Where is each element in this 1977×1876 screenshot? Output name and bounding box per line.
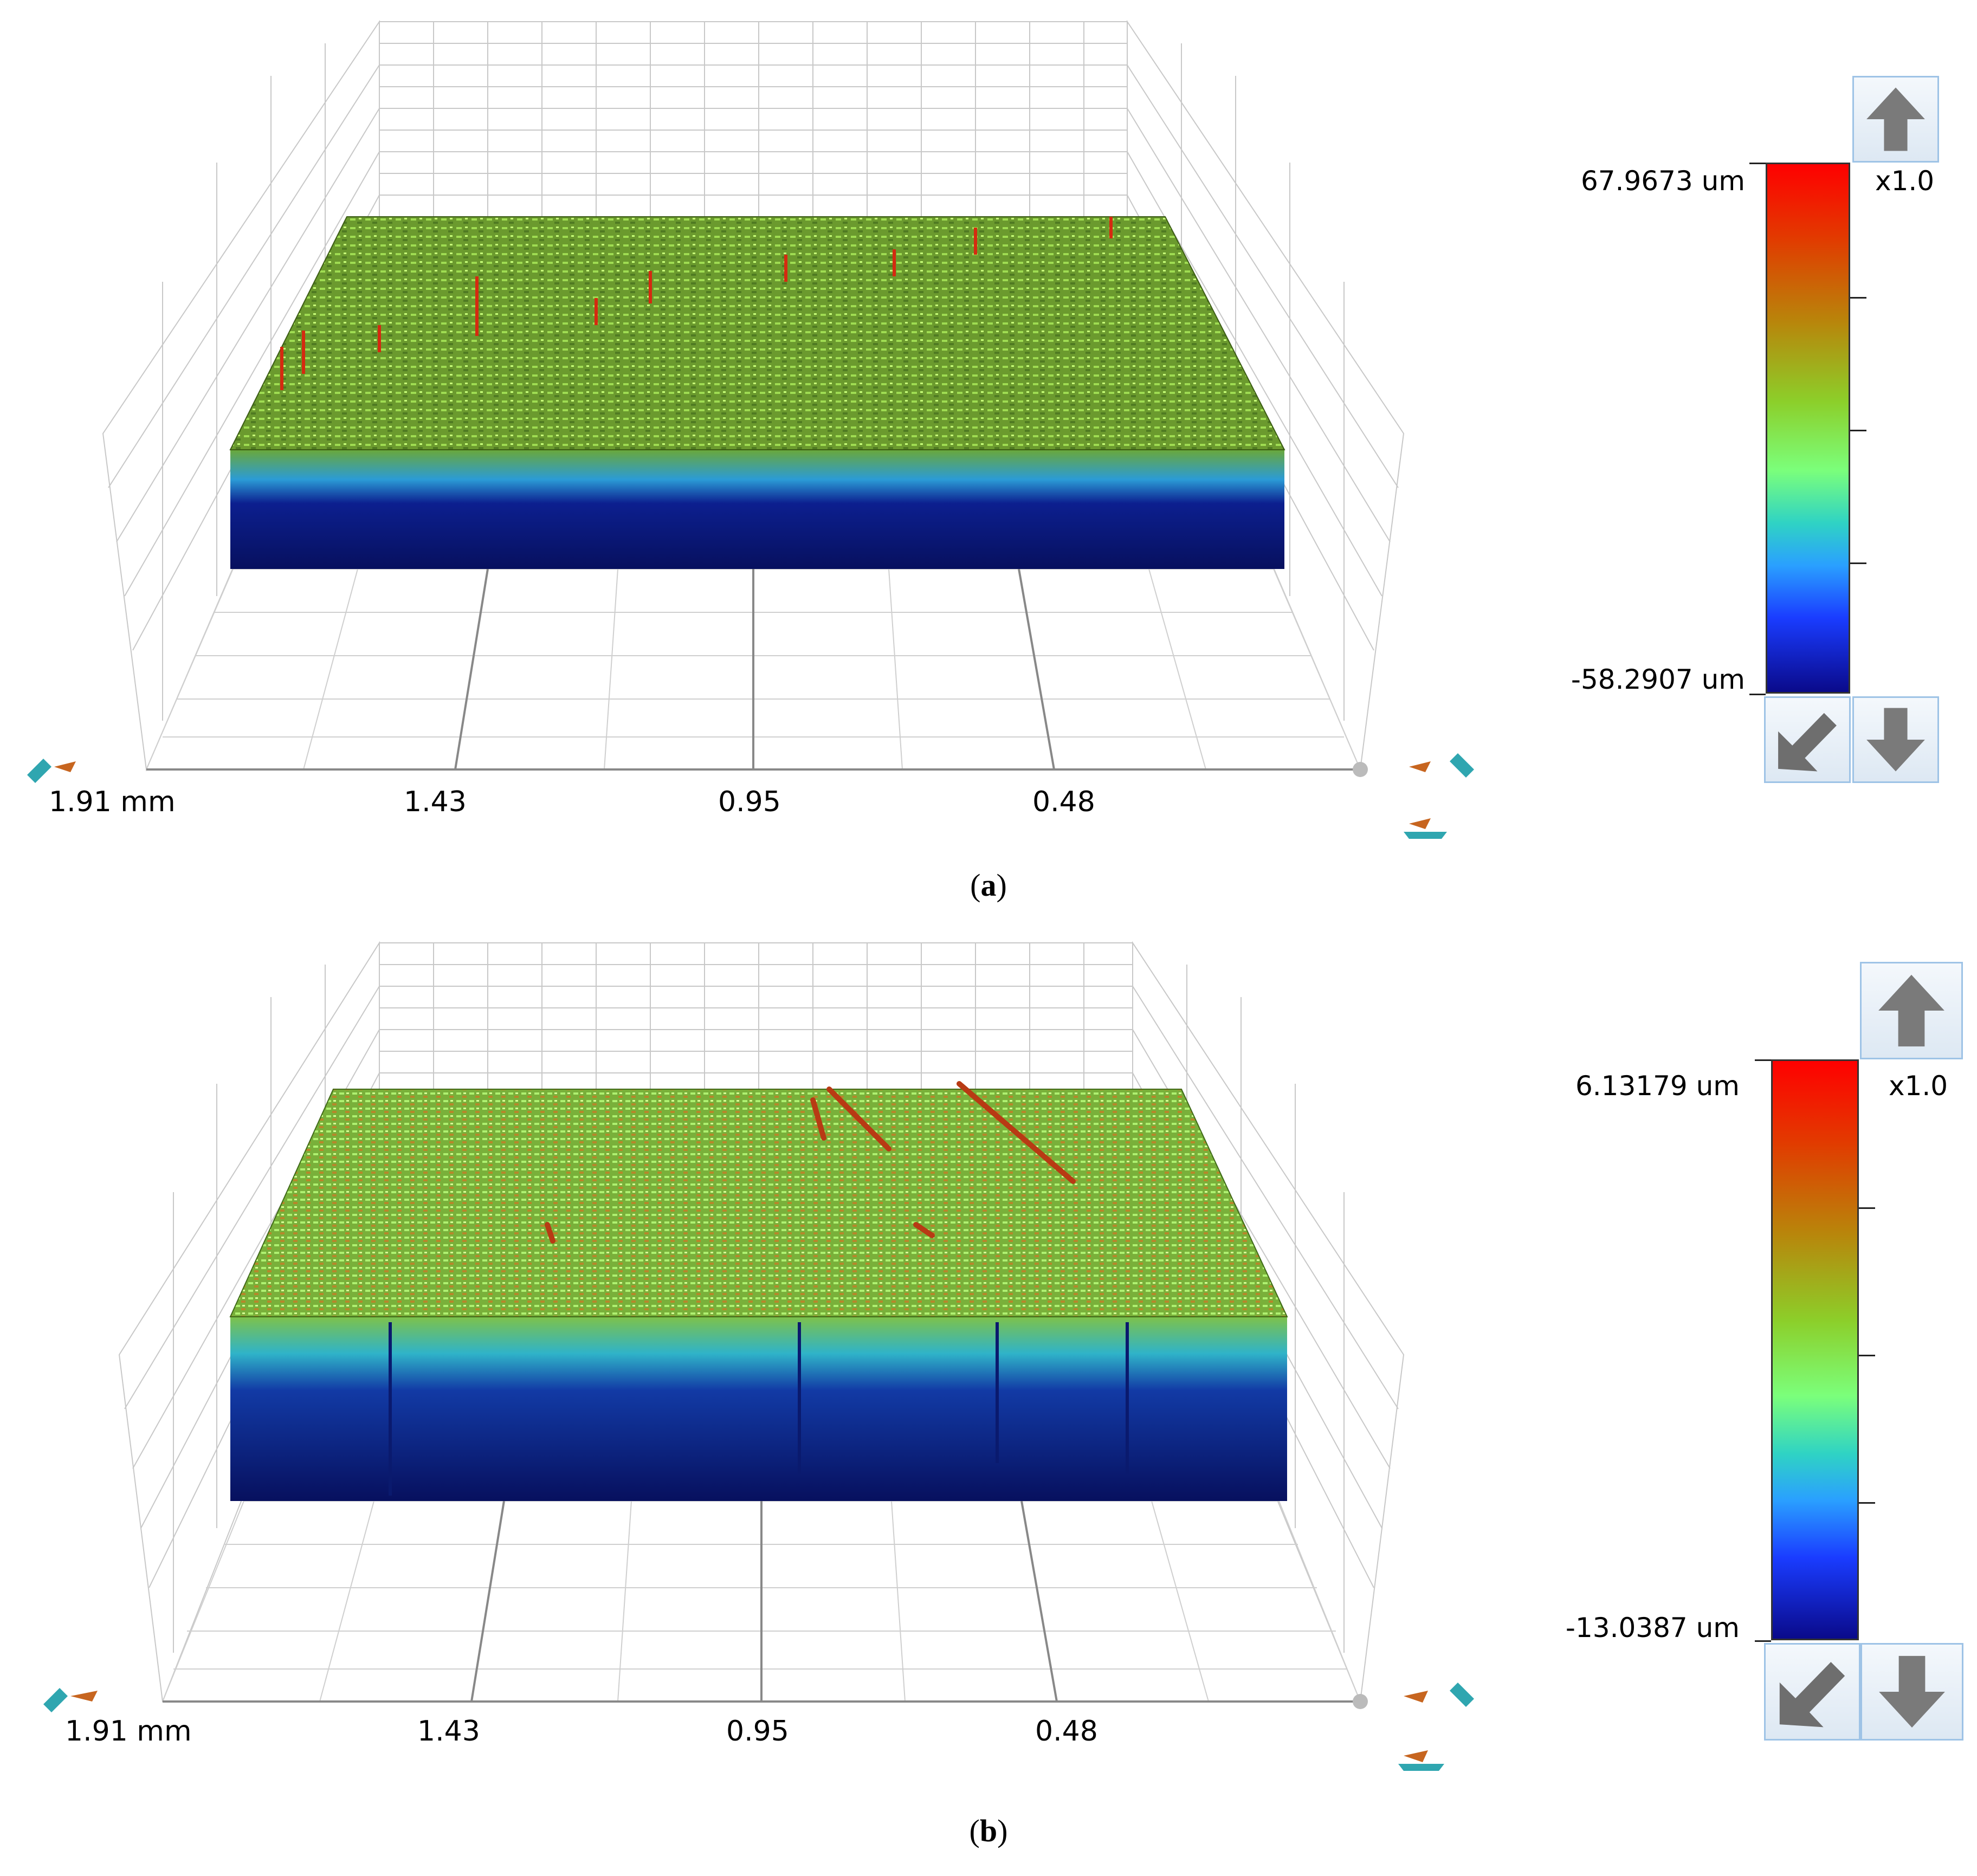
surface-block bbox=[229, 1081, 1288, 1501]
scale-min-label: -13.0387 um bbox=[1565, 1612, 1740, 1644]
x-axis-tick-3: 0.95 bbox=[718, 786, 781, 818]
scale-tick bbox=[1850, 430, 1866, 431]
scale-max-label: 6.13179 um bbox=[1575, 1070, 1740, 1102]
scale-tick bbox=[1859, 1355, 1875, 1356]
color-scale-bar bbox=[1766, 163, 1850, 694]
scale-up-button[interactable] bbox=[1860, 962, 1963, 1059]
surface-grooves bbox=[389, 1322, 1129, 1496]
scale-tick bbox=[1755, 1640, 1771, 1642]
scale-max-label: 67.9673 um bbox=[1580, 165, 1745, 197]
surface-peaks bbox=[280, 217, 1113, 390]
rotate-view-icon[interactable] bbox=[1393, 1669, 1496, 1772]
scale-down-button[interactable] bbox=[1860, 1643, 1963, 1741]
arrow-down-left-icon bbox=[1778, 713, 1837, 772]
caption-letter: b bbox=[979, 1813, 998, 1848]
x-axis-tick-4: 0.48 bbox=[1035, 1715, 1098, 1748]
x-axis-tick-1: 1.91 mm bbox=[65, 1715, 192, 1748]
scale-tick bbox=[1749, 163, 1766, 164]
x-axis-tick-2: 1.43 bbox=[417, 1715, 480, 1748]
axis-origin-handle[interactable] bbox=[1353, 1694, 1368, 1709]
caption-a: (a) bbox=[970, 868, 1007, 903]
scale-up-button[interactable] bbox=[1852, 76, 1939, 163]
rotate-view-icon[interactable] bbox=[38, 1669, 130, 1723]
floor-axis bbox=[146, 568, 1360, 771]
surface-peaks bbox=[545, 1081, 1076, 1244]
caption-letter: a bbox=[980, 868, 997, 903]
scale-tick bbox=[1859, 1207, 1875, 1209]
surface-block bbox=[229, 216, 1285, 569]
arrow-down-icon bbox=[1866, 708, 1925, 772]
surface-panel-a: 1.91 mm 1.43 0.95 0.48 67.9673 um -58.29… bbox=[0, 0, 1977, 867]
scale-reset-button[interactable] bbox=[1764, 696, 1851, 783]
scale-tick bbox=[1859, 1502, 1875, 1504]
scale-down-button[interactable] bbox=[1852, 696, 1939, 783]
surface-3d-view[interactable] bbox=[0, 0, 1517, 867]
caption-b: (b) bbox=[969, 1813, 1008, 1848]
rotate-view-icon[interactable] bbox=[1398, 742, 1496, 840]
rotate-view-icon[interactable] bbox=[22, 742, 108, 797]
x-axis-tick-3: 0.95 bbox=[726, 1715, 789, 1748]
scale-tick bbox=[1749, 694, 1766, 695]
scale-tick bbox=[1850, 562, 1866, 564]
arrow-down-left-icon bbox=[1779, 1661, 1845, 1728]
x-axis-tick-1: 1.91 mm bbox=[49, 786, 176, 818]
color-scale-bar bbox=[1771, 1059, 1859, 1640]
scale-reset-button[interactable] bbox=[1764, 1643, 1860, 1741]
x-axis-tick-4: 0.48 bbox=[1032, 786, 1095, 818]
scale-min-label: -58.2907 um bbox=[1571, 664, 1745, 695]
floor-axis bbox=[163, 1500, 1360, 1703]
x-axis-tick-2: 1.43 bbox=[404, 786, 467, 818]
surface-panel-b: 1.91 mm 1.43 0.95 0.48 6.13179 um -13.03… bbox=[0, 932, 1977, 1799]
arrow-down-icon bbox=[1879, 1655, 1945, 1728]
axis-origin-handle[interactable] bbox=[1353, 762, 1368, 777]
arrow-up-icon bbox=[1866, 87, 1925, 151]
surface-3d-view[interactable] bbox=[0, 932, 1517, 1799]
scale-tick bbox=[1755, 1059, 1771, 1061]
arrow-up-icon bbox=[1878, 974, 1944, 1047]
zoom-factor: x1.0 bbox=[1875, 165, 1935, 197]
zoom-factor: x1.0 bbox=[1889, 1070, 1948, 1102]
scale-tick bbox=[1850, 297, 1866, 299]
